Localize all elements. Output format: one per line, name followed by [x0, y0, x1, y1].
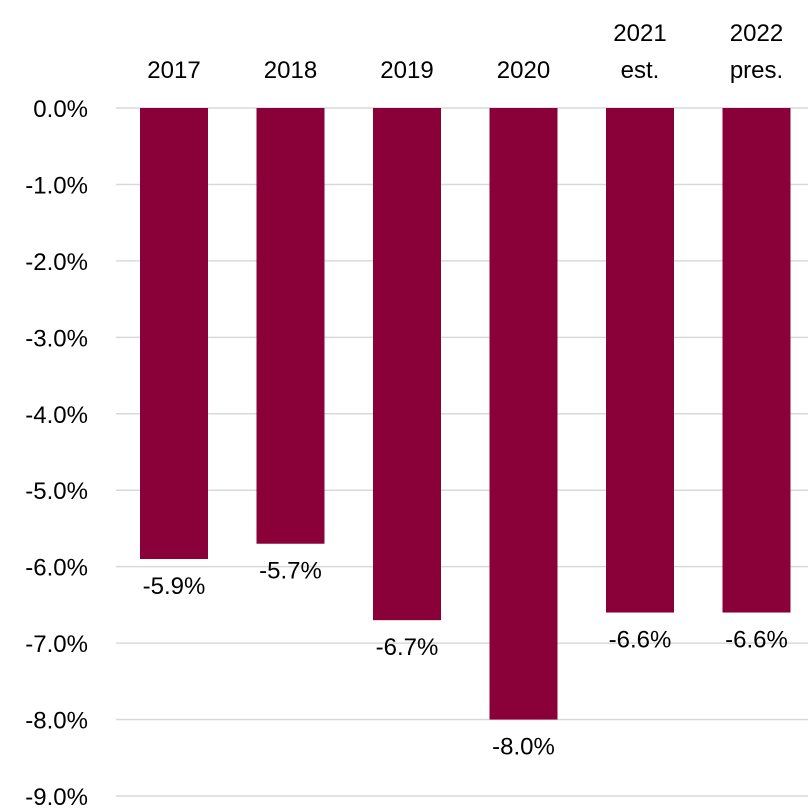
data-labels: -5.9% -5.7% -6.7% -8.0% -6.6% -6.6%	[143, 558, 788, 761]
y-tick-label: -1.0%	[25, 172, 88, 199]
category-label: 2021	[613, 20, 666, 47]
category-label: 2018	[264, 57, 317, 84]
data-label: -6.7%	[376, 634, 439, 661]
category-label: pres.	[730, 57, 783, 84]
bar	[489, 108, 558, 720]
category-labels: 2017 2018 2019 2020 2021 est. 2022 pres.	[147, 20, 783, 84]
bars	[140, 108, 791, 720]
y-tick-label: -8.0%	[25, 708, 88, 735]
bar	[256, 108, 325, 544]
y-tick-label: -2.0%	[25, 249, 88, 276]
category-label: 2020	[497, 57, 550, 84]
bar	[606, 108, 674, 613]
y-tick-label: -6.0%	[25, 555, 88, 582]
data-label: -8.0%	[492, 734, 555, 761]
data-label: -5.9%	[143, 573, 206, 600]
bar	[722, 108, 791, 613]
category-label: est.	[621, 57, 660, 84]
y-tick-label: -3.0%	[25, 325, 88, 352]
gridlines	[116, 107, 808, 797]
data-label: -6.6%	[609, 627, 672, 654]
bar	[140, 108, 208, 560]
category-label: 2017	[147, 57, 200, 84]
y-axis-tick-labels: 0.0% -1.0% -2.0% -3.0% -4.0% -5.0% -6.0% -7.0% -…	[25, 96, 88, 808]
data-label: -6.6%	[725, 627, 788, 654]
y-tick-label: -9.0%	[25, 784, 88, 808]
y-tick-label: -5.0%	[25, 478, 88, 505]
data-label: -5.7%	[259, 558, 322, 585]
category-label: 2019	[380, 57, 433, 84]
category-label: 2022	[730, 20, 783, 47]
y-tick-label: -4.0%	[25, 402, 88, 429]
y-tick-label: -7.0%	[25, 631, 88, 658]
y-tick-label: 0.0%	[33, 96, 88, 123]
bar	[373, 108, 441, 621]
